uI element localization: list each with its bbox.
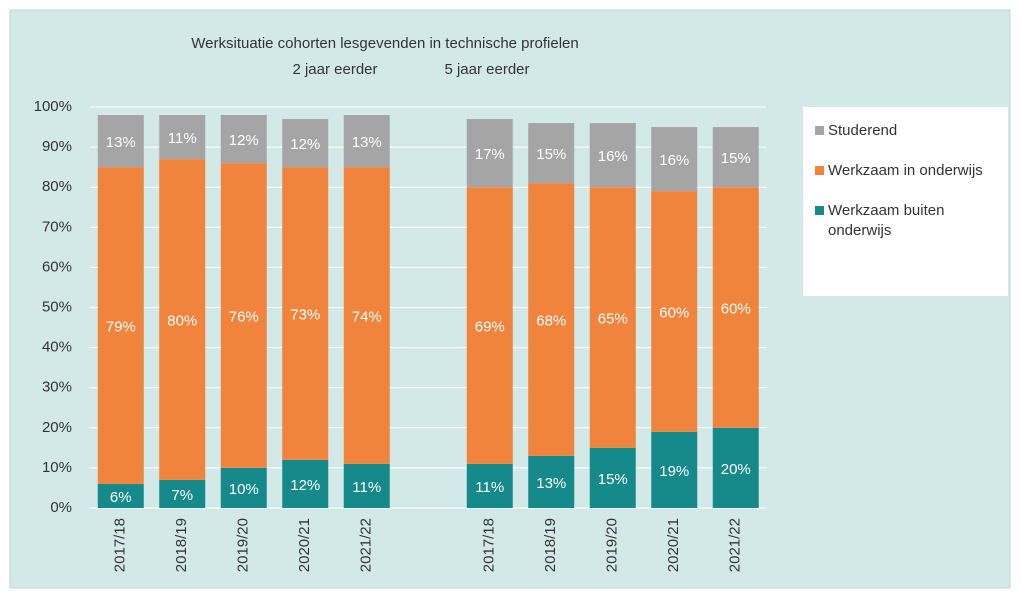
data-label: 79% [106, 319, 136, 336]
bar-segment [159, 479, 206, 508]
x-tick-label: 2021/22 [358, 518, 375, 572]
legend-label: Werkzaam in onderwijs [828, 162, 983, 179]
x-tick-label: 2017/18 [112, 518, 129, 572]
data-label: 15% [536, 146, 566, 163]
bar-segment [589, 123, 636, 188]
x-tick-label: 2021/22 [727, 518, 744, 572]
x-tick-label: 2019/20 [235, 518, 252, 572]
bar-segment [97, 115, 144, 168]
data-label: 19% [659, 463, 689, 480]
legend: Studerend Werkzaam in onderwijs Werkzaam b… [803, 107, 1008, 296]
data-label: 16% [659, 152, 689, 169]
data-label: 12% [290, 136, 320, 153]
bar-segment [712, 427, 759, 508]
y-tick-label: 60% [42, 258, 72, 275]
bar-segment [220, 115, 267, 164]
y-tick-label: 40% [42, 339, 72, 356]
legend-label: Studerend [828, 122, 898, 139]
data-label: 11% [352, 479, 381, 496]
bar-segment [343, 463, 390, 508]
data-label: 76% [229, 308, 259, 325]
bar-segment [589, 187, 636, 448]
bar-segment [343, 115, 390, 168]
data-label: 12% [229, 132, 259, 149]
legend-entry: Studerend [815, 121, 998, 141]
y-tick-label: 0% [50, 499, 72, 516]
bar-segment [466, 187, 513, 464]
bar-segment [528, 123, 575, 184]
data-label: 6% [110, 489, 132, 506]
bar-segment [159, 115, 206, 160]
x-tick-label: 2018/19 [542, 518, 559, 572]
group-label: 5 jaar eerder [444, 61, 529, 78]
legend-swatch [815, 206, 824, 215]
data-label: 69% [475, 319, 505, 336]
y-tick-label: 100% [34, 98, 72, 115]
data-label: 65% [598, 310, 628, 327]
y-tick-label: 30% [42, 379, 72, 396]
data-label: 20% [721, 461, 751, 478]
data-label: 17% [475, 146, 505, 163]
data-label: 13% [106, 134, 136, 151]
legend-swatch [815, 126, 824, 135]
legend-entry: Werkzaam buiten onderwijs [815, 201, 998, 241]
x-tick-label: 2018/19 [173, 518, 190, 572]
legend-swatch [815, 166, 824, 175]
bar-segment [97, 483, 144, 508]
x-tick-label: 2020/21 [665, 518, 682, 572]
data-label: 60% [659, 304, 689, 321]
bar-segment [651, 127, 698, 192]
bar-segment [528, 455, 575, 508]
legend-label: Werkzaam buiten onderwijs [828, 202, 945, 239]
bar-segment [159, 159, 206, 480]
bar-segment [466, 463, 513, 508]
bar-segment [712, 127, 759, 188]
data-label: 80% [167, 312, 197, 329]
data-label: 74% [352, 308, 382, 325]
chart-title: Werksituatie cohorten lesgevenden in tec… [191, 35, 578, 52]
bar-segment [220, 467, 267, 508]
data-label: 60% [721, 300, 751, 317]
data-label: 15% [721, 150, 751, 167]
y-tick-label: 70% [42, 218, 72, 235]
bar-segment [589, 447, 636, 508]
x-tick-label: 2017/18 [481, 518, 498, 572]
y-tick-label: 10% [42, 459, 72, 476]
bar-segment [220, 163, 267, 468]
data-label: 13% [352, 134, 382, 151]
data-label: 68% [536, 312, 566, 329]
bar-segment [712, 187, 759, 428]
data-label: 10% [229, 481, 259, 498]
data-label: 12% [290, 477, 320, 494]
bar-segment [97, 167, 144, 484]
bar-segment [282, 119, 329, 168]
data-label: 7% [171, 487, 193, 504]
data-label: 73% [290, 306, 320, 323]
x-tick-label: 2019/20 [604, 518, 621, 572]
data-label: 15% [598, 471, 628, 488]
data-label: 16% [598, 148, 628, 165]
x-tick-label: 2020/21 [296, 518, 313, 572]
legend-entry: Werkzaam in onderwijs [815, 161, 998, 181]
bar-segment [651, 191, 698, 432]
y-tick-label: 90% [42, 138, 72, 155]
bar-segment [282, 459, 329, 508]
y-tick-label: 20% [42, 419, 72, 436]
bar-segment [466, 119, 513, 188]
data-label: 11% [475, 479, 504, 496]
bar-segment [528, 183, 575, 456]
data-label: 13% [536, 475, 566, 492]
bar-segment [651, 431, 698, 508]
group-label: 2 jaar eerder [292, 61, 377, 78]
data-label: 11% [168, 130, 197, 147]
y-tick-label: 50% [42, 298, 72, 315]
y-tick-label: 80% [42, 178, 72, 195]
bar-segment [343, 167, 390, 464]
bar-segment [282, 167, 329, 460]
